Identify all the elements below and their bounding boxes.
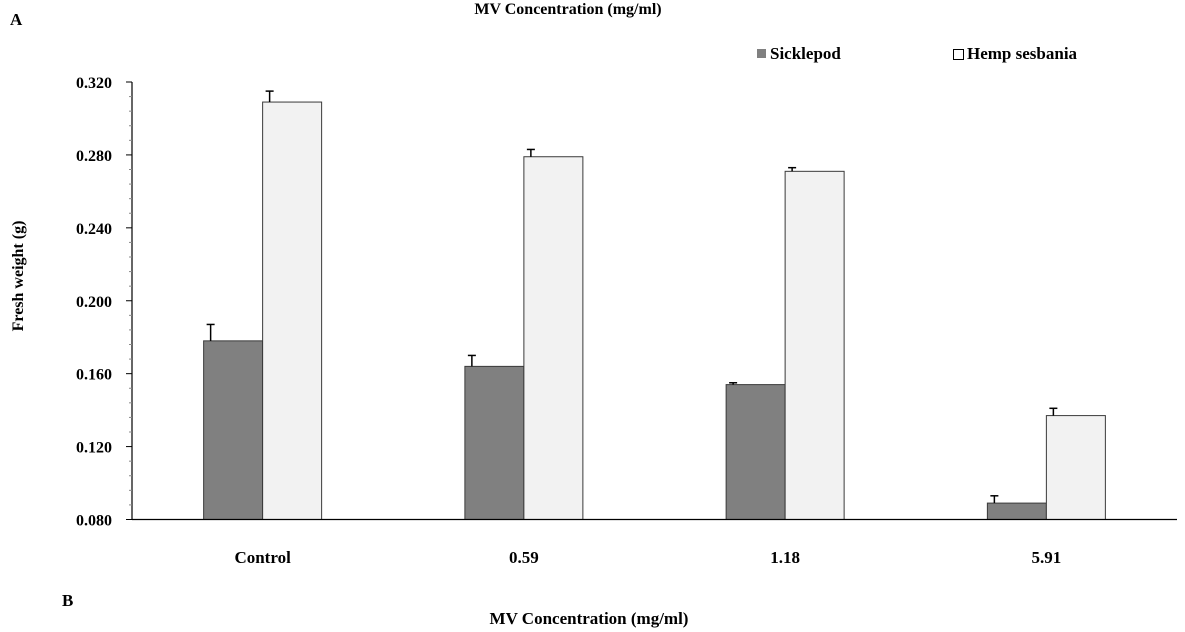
bar-sicklepod (464, 365, 525, 520)
bar-hemp-sesbania (523, 156, 584, 520)
chart-title: MV Concentration (mg/ml) (474, 1, 661, 18)
x-tick-label: 1.18 (770, 548, 800, 567)
x-tick-labels: Control 0.59 1.18 5.91 (234, 548, 1061, 567)
legend: Sicklepod Hemp sesbania (757, 44, 1078, 63)
y-tick-label: 0.080 (76, 513, 112, 530)
bar-sicklepod (203, 340, 264, 520)
y-tick-label: 0.240 (76, 221, 112, 238)
y-tick-label: 0.320 (76, 75, 112, 92)
y-tick-label: 0.280 (76, 148, 112, 165)
panel-label-b: B (62, 591, 73, 610)
bar-sicklepod (986, 502, 1047, 520)
x-axis-label: MV Concentration (mg/ml) (490, 609, 689, 628)
y-tick-label: 0.120 (76, 440, 112, 457)
x-tick-label: 5.91 (1032, 548, 1062, 567)
panel-label-a: A (10, 10, 23, 29)
y-tick-label: 0.160 (76, 367, 112, 384)
legend-label-sicklepod: Sicklepod (770, 44, 841, 63)
bar-hemp-sesbania (1045, 415, 1106, 520)
bar-hemp-sesbania (784, 170, 845, 521)
y-tick-label: 0.200 (76, 294, 112, 311)
legend-label-hemp-sesbania: Hemp sesbania (967, 44, 1078, 63)
bar-sicklepod (725, 384, 786, 520)
y-axis: 0.080 0.120 0.160 0.200 0.240 0.280 0.320 (76, 75, 133, 530)
x-tick-label: 0.59 (509, 548, 539, 567)
bar-hemp-sesbania (262, 101, 323, 520)
legend-swatch-sicklepod (757, 49, 766, 58)
y-axis-label: Fresh weight (g) (10, 221, 27, 332)
legend-swatch-hemp-sesbania (953, 49, 964, 60)
x-tick-label: Control (234, 548, 291, 567)
bars (203, 90, 1106, 521)
